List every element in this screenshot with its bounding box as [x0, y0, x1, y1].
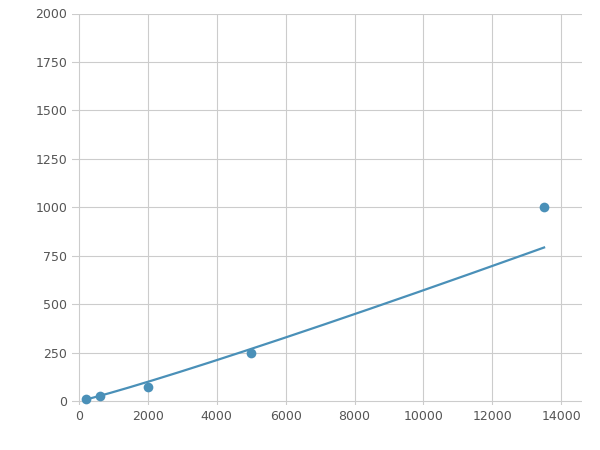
Point — [95, 393, 104, 400]
Point — [539, 204, 549, 211]
Point — [81, 396, 91, 403]
Point — [247, 349, 256, 356]
Point — [143, 383, 152, 390]
